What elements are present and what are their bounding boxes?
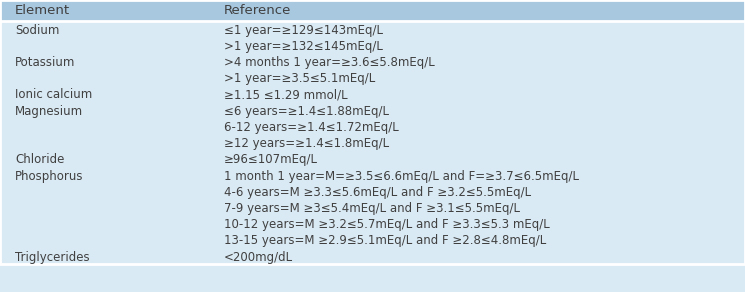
Text: 4-6 years=M ≥3.3≤5.6mEq/L and F ≥3.2≤5.5mEq/L: 4-6 years=M ≥3.3≤5.6mEq/L and F ≥3.2≤5.5… <box>224 186 530 199</box>
Text: Ionic calcium: Ionic calcium <box>15 88 92 101</box>
Text: ≥1.15 ≤1.29 mmol/L: ≥1.15 ≤1.29 mmol/L <box>224 88 347 101</box>
Text: >4 months 1 year=≥3.6≤5.8mEq/L: >4 months 1 year=≥3.6≤5.8mEq/L <box>224 56 434 69</box>
Text: Sodium: Sodium <box>15 24 60 36</box>
Text: Element: Element <box>15 4 70 17</box>
Text: <200mg/dL: <200mg/dL <box>224 251 293 264</box>
FancyBboxPatch shape <box>0 53 745 86</box>
Text: 1 month 1 year=M=≥3.5≤6.6mEq/L and F=≥3.7≤6.5mEq/L: 1 month 1 year=M=≥3.5≤6.6mEq/L and F=≥3.… <box>224 170 579 182</box>
FancyBboxPatch shape <box>0 151 745 167</box>
FancyBboxPatch shape <box>0 167 745 248</box>
Text: Triglycerides: Triglycerides <box>15 251 89 264</box>
FancyBboxPatch shape <box>0 86 745 102</box>
Text: >1 year=≥132≤145mEq/L: >1 year=≥132≤145mEq/L <box>224 40 382 53</box>
FancyBboxPatch shape <box>0 248 745 265</box>
Text: Reference: Reference <box>224 4 291 17</box>
Text: 7-9 years=M ≥3≤5.4mEq/L and F ≥3.1≤5.5mEq/L: 7-9 years=M ≥3≤5.4mEq/L and F ≥3.1≤5.5mE… <box>224 202 519 215</box>
Text: ≥96≤107mEq/L: ≥96≤107mEq/L <box>224 153 317 166</box>
Text: >1 year=≥3.5≤5.1mEq/L: >1 year=≥3.5≤5.1mEq/L <box>224 72 375 85</box>
Text: 10-12 years=M ≥3.2≤5.7mEq/L and F ≥3.3≤5.3 mEq/L: 10-12 years=M ≥3.2≤5.7mEq/L and F ≥3.3≤5… <box>224 218 549 231</box>
Text: ≤6 years=≥1.4≤1.88mEq/L: ≤6 years=≥1.4≤1.88mEq/L <box>224 105 388 118</box>
FancyBboxPatch shape <box>0 0 745 21</box>
Text: ≥12 years=≥1.4≤1.8mEq/L: ≥12 years=≥1.4≤1.8mEq/L <box>224 137 389 150</box>
Text: Magnesium: Magnesium <box>15 105 83 118</box>
Text: ≤1 year=≥129≤143mEq/L: ≤1 year=≥129≤143mEq/L <box>224 24 382 36</box>
Text: Potassium: Potassium <box>15 56 75 69</box>
FancyBboxPatch shape <box>0 102 745 151</box>
Text: Phosphorus: Phosphorus <box>15 170 83 182</box>
Text: 6-12 years=≥1.4≤1.72mEq/L: 6-12 years=≥1.4≤1.72mEq/L <box>224 121 399 134</box>
Text: 13-15 years=M ≥2.9≤5.1mEq/L and F ≥2.8≤4.8mEq/L: 13-15 years=M ≥2.9≤5.1mEq/L and F ≥2.8≤4… <box>224 234 546 247</box>
FancyBboxPatch shape <box>0 21 745 53</box>
Text: Chloride: Chloride <box>15 153 64 166</box>
